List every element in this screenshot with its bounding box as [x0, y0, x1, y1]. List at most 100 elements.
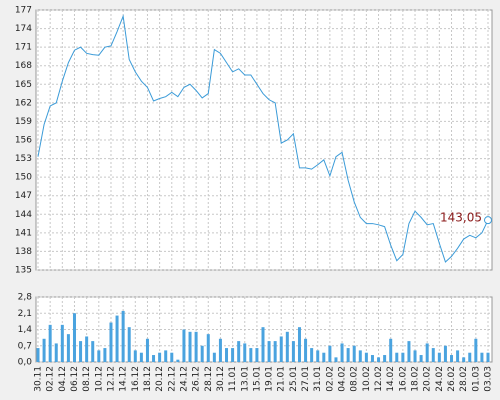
x-tick-label: 24.02 — [435, 366, 445, 392]
volume-bar — [91, 341, 95, 362]
y-tick-label: 159 — [15, 117, 32, 127]
volume-bar — [261, 327, 265, 362]
volume-bar — [145, 338, 149, 362]
volume-bar — [158, 352, 162, 362]
y-tick-label: 177 — [15, 6, 32, 16]
x-tick-label: 16.02 — [398, 366, 408, 392]
x-tick-label: 08.02 — [350, 366, 360, 392]
volume-bar — [383, 355, 387, 362]
volume-bar — [401, 352, 405, 362]
last-value-label: 143,05 — [440, 211, 482, 225]
volume-bar — [395, 352, 399, 362]
x-tick-label: 26.12 — [192, 366, 202, 392]
volume-bar — [109, 322, 113, 362]
volume-bar — [54, 343, 58, 362]
volume-bar — [431, 348, 435, 362]
volume-bar — [450, 355, 454, 362]
y-tick-label: 0,0 — [18, 358, 33, 368]
volume-bar — [328, 345, 332, 362]
volume-bar — [267, 341, 271, 362]
x-tick-label: 25.01 — [289, 366, 299, 392]
volume-bar — [237, 341, 241, 362]
x-tick-label: 04.02 — [338, 366, 348, 392]
y-tick-label: 138 — [15, 247, 32, 257]
x-tick-label: 18.02 — [411, 366, 421, 392]
volume-bar — [97, 350, 101, 362]
volume-bar — [352, 345, 356, 362]
x-tick-label: 24.12 — [179, 366, 189, 392]
x-tick-label: 28.12 — [204, 366, 214, 392]
x-tick-label: 14.12 — [119, 366, 129, 392]
last-point — [484, 216, 492, 225]
y-tick-label: 1,4 — [18, 325, 33, 335]
x-tick-label: 27.01 — [301, 366, 311, 392]
x-tick-label: 02.12 — [46, 366, 56, 392]
x-tick-label: 06.12 — [70, 366, 80, 392]
volume-bar — [285, 331, 289, 362]
volume-bar — [218, 338, 222, 362]
volume-bar — [474, 338, 478, 362]
y-tick-label: 0,7 — [18, 341, 32, 351]
x-tick-label: 26.02 — [447, 366, 457, 392]
y-tick-label: 2,8 — [18, 293, 33, 303]
volume-bar — [316, 350, 320, 362]
x-tick-label: 21.01 — [277, 366, 287, 392]
volume-bar — [133, 350, 137, 362]
volume-bar — [200, 345, 204, 362]
volume-bar — [358, 350, 362, 362]
volume-bar — [194, 331, 198, 362]
volume-bar — [127, 327, 131, 362]
x-tick-label: 11.01 — [228, 366, 238, 392]
x-tick-label: 03.03 — [484, 366, 494, 392]
volume-bar — [115, 315, 119, 362]
volume-bar — [182, 329, 186, 362]
x-tick-label: 13.01 — [240, 366, 250, 392]
y-tick-label: 153 — [15, 154, 32, 164]
volume-bar — [188, 331, 192, 362]
y-tick-label: 147 — [15, 191, 32, 201]
volume-bar — [486, 352, 490, 362]
volume-bar — [231, 348, 235, 362]
x-tick-label: 22.12 — [167, 366, 177, 392]
x-tick-label: 14.02 — [386, 366, 396, 392]
volume-bar — [170, 352, 174, 362]
x-tick-label: 16.12 — [131, 366, 141, 392]
volume-bar — [243, 343, 247, 362]
x-tick-label: 20.12 — [155, 366, 165, 392]
x-tick-label: 30.11 — [34, 366, 44, 392]
volume-bar — [340, 343, 344, 362]
volume-bar — [346, 348, 350, 362]
volume-bar — [42, 338, 46, 362]
volume-bar — [176, 359, 180, 362]
y-tick-label: 141 — [15, 228, 32, 238]
volume-bar — [36, 348, 40, 362]
volume-bar — [103, 348, 107, 362]
volume-bar — [291, 341, 295, 362]
x-tick-label: 10.12 — [94, 366, 104, 392]
volume-bar — [456, 350, 460, 362]
x-tick-label: 19.01 — [265, 366, 275, 392]
volume-bar — [249, 348, 253, 362]
x-tick-label: 04.12 — [58, 366, 68, 392]
volume-bar — [304, 338, 308, 362]
y-tick-label: 144 — [15, 210, 32, 220]
volume-bar — [462, 357, 466, 362]
volume-bar — [334, 357, 338, 362]
volume-bar — [212, 352, 216, 362]
volume-bar — [255, 348, 259, 362]
volume-bar — [322, 352, 326, 362]
volume-bar — [364, 352, 368, 362]
y-tick-label: 162 — [15, 98, 32, 108]
y-tick-label: 156 — [15, 136, 32, 146]
volume-bar — [377, 357, 381, 362]
y-tick-label: 168 — [15, 61, 32, 71]
price-line — [37, 14, 489, 263]
volume-bar — [389, 338, 393, 362]
y-tick-label: 135 — [15, 266, 32, 276]
y-tick-label: 165 — [15, 80, 32, 90]
volume-bar — [437, 352, 441, 362]
volume-bar — [85, 336, 89, 362]
x-tick-label: 08.12 — [82, 366, 92, 392]
x-tick-label: 01.03 — [471, 366, 481, 392]
